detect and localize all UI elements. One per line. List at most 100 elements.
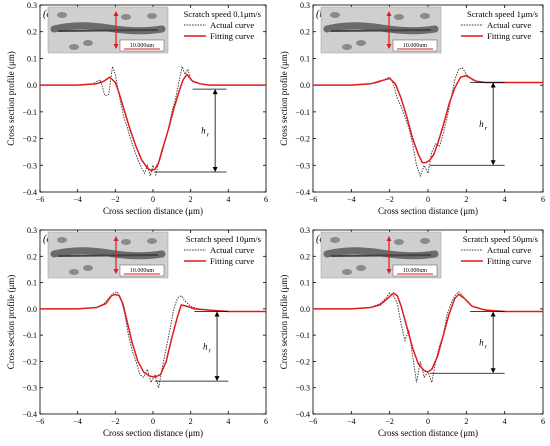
x-tick-label: 0 bbox=[426, 195, 430, 204]
y-tick-label: −0.3 bbox=[22, 384, 37, 393]
series-line-1 bbox=[40, 64, 266, 178]
y-tick-label: 0.1 bbox=[300, 54, 310, 63]
sem-micrograph-inset: 10.000um bbox=[320, 6, 442, 54]
legend-title: Scratch speed 10μm/s bbox=[186, 234, 262, 244]
inset-grain bbox=[83, 40, 93, 46]
depth-arrow-head-down bbox=[214, 376, 220, 382]
inset-scale-box bbox=[392, 264, 438, 277]
x-tick-label: 6 bbox=[541, 417, 545, 426]
y-tick-label: 0.1 bbox=[300, 279, 310, 288]
legend-entry-2: Fitting curve bbox=[210, 256, 254, 266]
x-tick-label: 0 bbox=[151, 417, 155, 426]
depth-arrow-head-up bbox=[212, 89, 218, 95]
inset-grain bbox=[147, 238, 157, 244]
x-tick-label: 2 bbox=[189, 417, 193, 426]
inset-grain bbox=[342, 269, 352, 275]
inset-grain bbox=[356, 40, 366, 46]
inset-grain bbox=[83, 265, 93, 271]
legend-title: Scratch speed 1μm/s bbox=[467, 9, 539, 19]
inset-grain bbox=[342, 44, 352, 50]
x-tick-label: −6 bbox=[36, 417, 45, 426]
inset-grain bbox=[57, 237, 67, 243]
series-line-2 bbox=[40, 293, 266, 378]
inset-scale-label: 10.000um bbox=[403, 43, 428, 49]
y-tick-label: −0.1 bbox=[295, 331, 310, 340]
sem-micrograph-inset: 10.000um bbox=[320, 231, 442, 279]
legend-entry-1: Actual curve bbox=[210, 245, 254, 255]
x-tick-label: 4 bbox=[503, 195, 507, 204]
inset-arrow-head-down bbox=[113, 44, 119, 49]
depth-arrow-head-down bbox=[490, 160, 496, 166]
y-tick-label: 0.0 bbox=[300, 305, 310, 314]
depth-arrow-head-down bbox=[490, 368, 496, 374]
y-tick-label: 0.2 bbox=[300, 28, 310, 37]
inset-scratch-core bbox=[330, 29, 432, 32]
inset-grain bbox=[356, 265, 366, 271]
inset-grain bbox=[69, 44, 79, 50]
y-tick-label: −0.1 bbox=[22, 331, 37, 340]
inset-grain bbox=[121, 239, 131, 245]
y-tick-label: 0.1 bbox=[27, 279, 37, 288]
inset-scale-label: 10.000um bbox=[130, 268, 155, 274]
series-line-1 bbox=[40, 291, 266, 388]
y-tick-label: 0.0 bbox=[27, 305, 37, 314]
legend-entry-1: Actual curve bbox=[487, 20, 531, 30]
x-tick-label: −6 bbox=[309, 417, 318, 426]
x-tick-label: −6 bbox=[36, 195, 45, 204]
inset-scale-label: 10.000um bbox=[130, 43, 155, 49]
y-tick-label: −0.2 bbox=[295, 357, 310, 366]
inset-scale-label: 10.000um bbox=[403, 268, 428, 274]
x-axis-label: Cross section distance (μm) bbox=[378, 428, 478, 438]
y-tick-label: −0.1 bbox=[22, 108, 37, 117]
x-tick-label: −4 bbox=[73, 195, 82, 204]
inset-grain bbox=[394, 239, 404, 245]
series-line-1 bbox=[313, 67, 543, 178]
inset-grain bbox=[420, 13, 430, 19]
x-tick-label: −2 bbox=[385, 417, 394, 426]
depth-label: h bbox=[479, 337, 484, 347]
inset-scale-box bbox=[392, 39, 438, 52]
inset-scale-box bbox=[119, 39, 165, 52]
inset-arrow-head-up bbox=[113, 11, 119, 16]
inset-grain bbox=[57, 12, 67, 18]
inset-arrow-head-down bbox=[113, 269, 119, 274]
inset-scratch-core bbox=[330, 254, 432, 257]
y-axis-label: Cross section profile (μm) bbox=[6, 51, 16, 146]
y-tick-label: −0.4 bbox=[295, 410, 310, 419]
x-tick-label: −2 bbox=[385, 195, 394, 204]
depth-arrow-head-up bbox=[490, 82, 496, 88]
y-tick-label: −0.4 bbox=[295, 188, 310, 197]
x-tick-label: −4 bbox=[347, 417, 356, 426]
series-line-2 bbox=[313, 292, 543, 373]
x-tick-label: 2 bbox=[464, 195, 468, 204]
y-tick-label: −0.2 bbox=[22, 357, 37, 366]
inset-arrow-head-up bbox=[386, 11, 392, 16]
y-tick-label: −0.3 bbox=[22, 161, 37, 170]
y-tick-label: 0.3 bbox=[300, 226, 310, 235]
inset-scale-box bbox=[119, 264, 165, 277]
y-axis-label: Cross section profile (μm) bbox=[279, 275, 289, 370]
chart-panel-3: −6 −4 −2 0 2 4 6 −0.4 −0.3 −0.2 −0.1 0.0 0.1 0.2 0.3 Cr… bbox=[6, 226, 268, 438]
x-tick-label: −4 bbox=[73, 417, 82, 426]
depth-label: h bbox=[201, 126, 206, 136]
inset-arrow-head-up bbox=[386, 236, 392, 241]
legend-entry-1: Actual curve bbox=[210, 20, 254, 30]
x-axis-label: Cross section distance (μm) bbox=[378, 206, 478, 216]
x-tick-label: −2 bbox=[111, 195, 120, 204]
x-tick-label: −4 bbox=[347, 195, 356, 204]
depth-label-sub: r bbox=[207, 132, 210, 139]
depth-label: h bbox=[479, 119, 484, 129]
x-tick-label: 2 bbox=[189, 195, 193, 204]
y-tick-label: −0.3 bbox=[295, 384, 310, 393]
depth-label-sub: r bbox=[209, 347, 212, 354]
x-tick-label: −2 bbox=[111, 417, 120, 426]
y-tick-label: −0.4 bbox=[22, 410, 37, 419]
inset-grain bbox=[69, 269, 79, 275]
inset-grain bbox=[330, 12, 340, 18]
series-line-2 bbox=[40, 73, 266, 172]
chart-panel-2: −6 −4 −2 0 2 4 6 −0.4 −0.3 −0.2 −0.1 0.0 0.1 0.2 0.3 Cr… bbox=[279, 1, 545, 216]
x-tick-label: 6 bbox=[541, 195, 545, 204]
legend-entry-2: Fitting curve bbox=[210, 31, 254, 41]
series-line-1 bbox=[313, 291, 543, 385]
